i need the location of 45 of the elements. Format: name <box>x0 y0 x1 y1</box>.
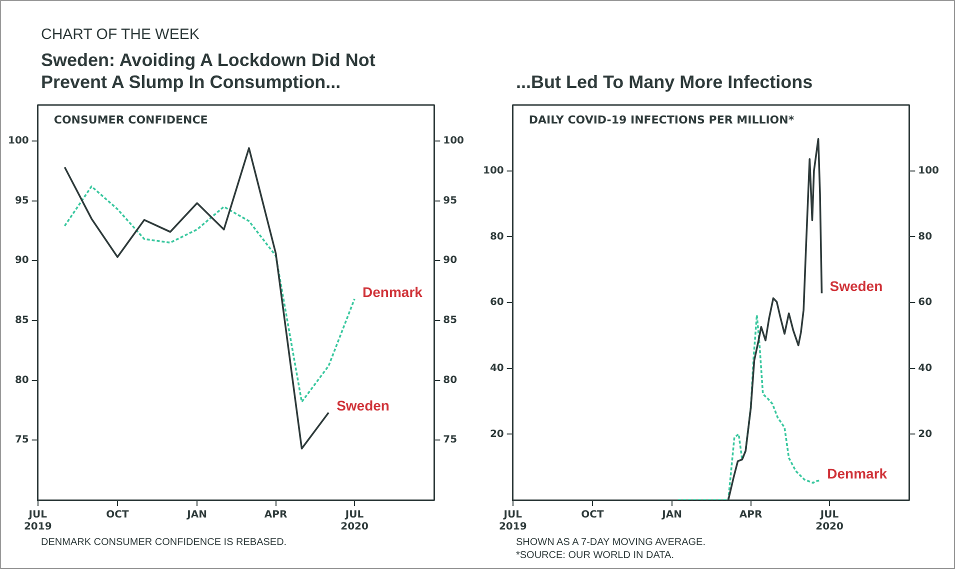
y2-tick-label: 85 <box>443 315 458 326</box>
y-tick-label: 100 <box>483 165 504 176</box>
y-tick-label: 75 <box>14 434 29 446</box>
y2-tick-label: 80 <box>918 231 932 242</box>
y-tick-label: 100 <box>8 136 29 147</box>
y2-tick-label: 95 <box>443 195 458 206</box>
y2-tick-label: 100 <box>918 165 940 176</box>
y-tick-label: 95 <box>14 195 29 206</box>
chart-title: ...But Led To Many More Infections <box>516 71 814 94</box>
y-axis-title: DAILY COVID-19 INFECTIONS PER MILLION* <box>528 113 794 126</box>
series-label: Sweden <box>336 397 390 414</box>
x-tick-label: JUL 2019 <box>498 510 527 533</box>
series-label: Denmark <box>827 465 888 482</box>
text: *SOURCE: OUR WORLD IN DATA. <box>516 549 675 562</box>
y-tick-label: 80 <box>14 374 29 386</box>
text: DENMARK CONSUMER CONFIDENCE IS REBASED. <box>41 536 288 549</box>
chart-subtitle: CHART OF THE WEEK <box>41 26 200 43</box>
y2-tick-label: 80 <box>443 374 458 386</box>
x-tick-label: APR <box>739 510 762 521</box>
y-tick-label: 60 <box>490 297 504 308</box>
x-tick-label: JUL 2020 <box>816 510 844 533</box>
y-tick-label: 80 <box>490 231 504 242</box>
x-tick-label: JAN <box>661 510 682 521</box>
y-tick-label: 90 <box>14 255 29 266</box>
y-tick-label: 20 <box>490 428 504 440</box>
y2-tick-label: 40 <box>918 362 932 374</box>
y-tick-label: 40 <box>490 362 504 374</box>
series-label: Denmark <box>362 284 423 300</box>
y-axis-title: CONSUMER CONFIDENCE <box>54 113 208 126</box>
x-tick-label: OCT <box>106 510 129 521</box>
x-tick-label: JUL 2020 <box>340 510 368 533</box>
series-label: Sweden <box>830 278 883 294</box>
y2-tick-label: 100 <box>443 136 464 147</box>
line-series <box>677 314 820 500</box>
x-tick-label: OCT <box>581 510 604 521</box>
y2-tick-label: 60 <box>918 297 932 308</box>
text: SHOWN AS A 7-DAY MOVING AVERAGE. <box>516 536 706 549</box>
y2-tick-label: 75 <box>443 434 458 446</box>
y2-tick-label: 90 <box>443 255 458 266</box>
y2-tick-label: 20 <box>918 428 932 440</box>
x-tick-label: APR <box>264 510 288 521</box>
x-tick-label: JAN <box>186 510 207 521</box>
y-tick-label: 85 <box>14 315 29 326</box>
x-tick-label: JUL 2019 <box>24 510 52 533</box>
chart-title: Sweden: Avoiding A Lockdown Did Not Prevent A Slump In Consumption... <box>41 49 376 94</box>
